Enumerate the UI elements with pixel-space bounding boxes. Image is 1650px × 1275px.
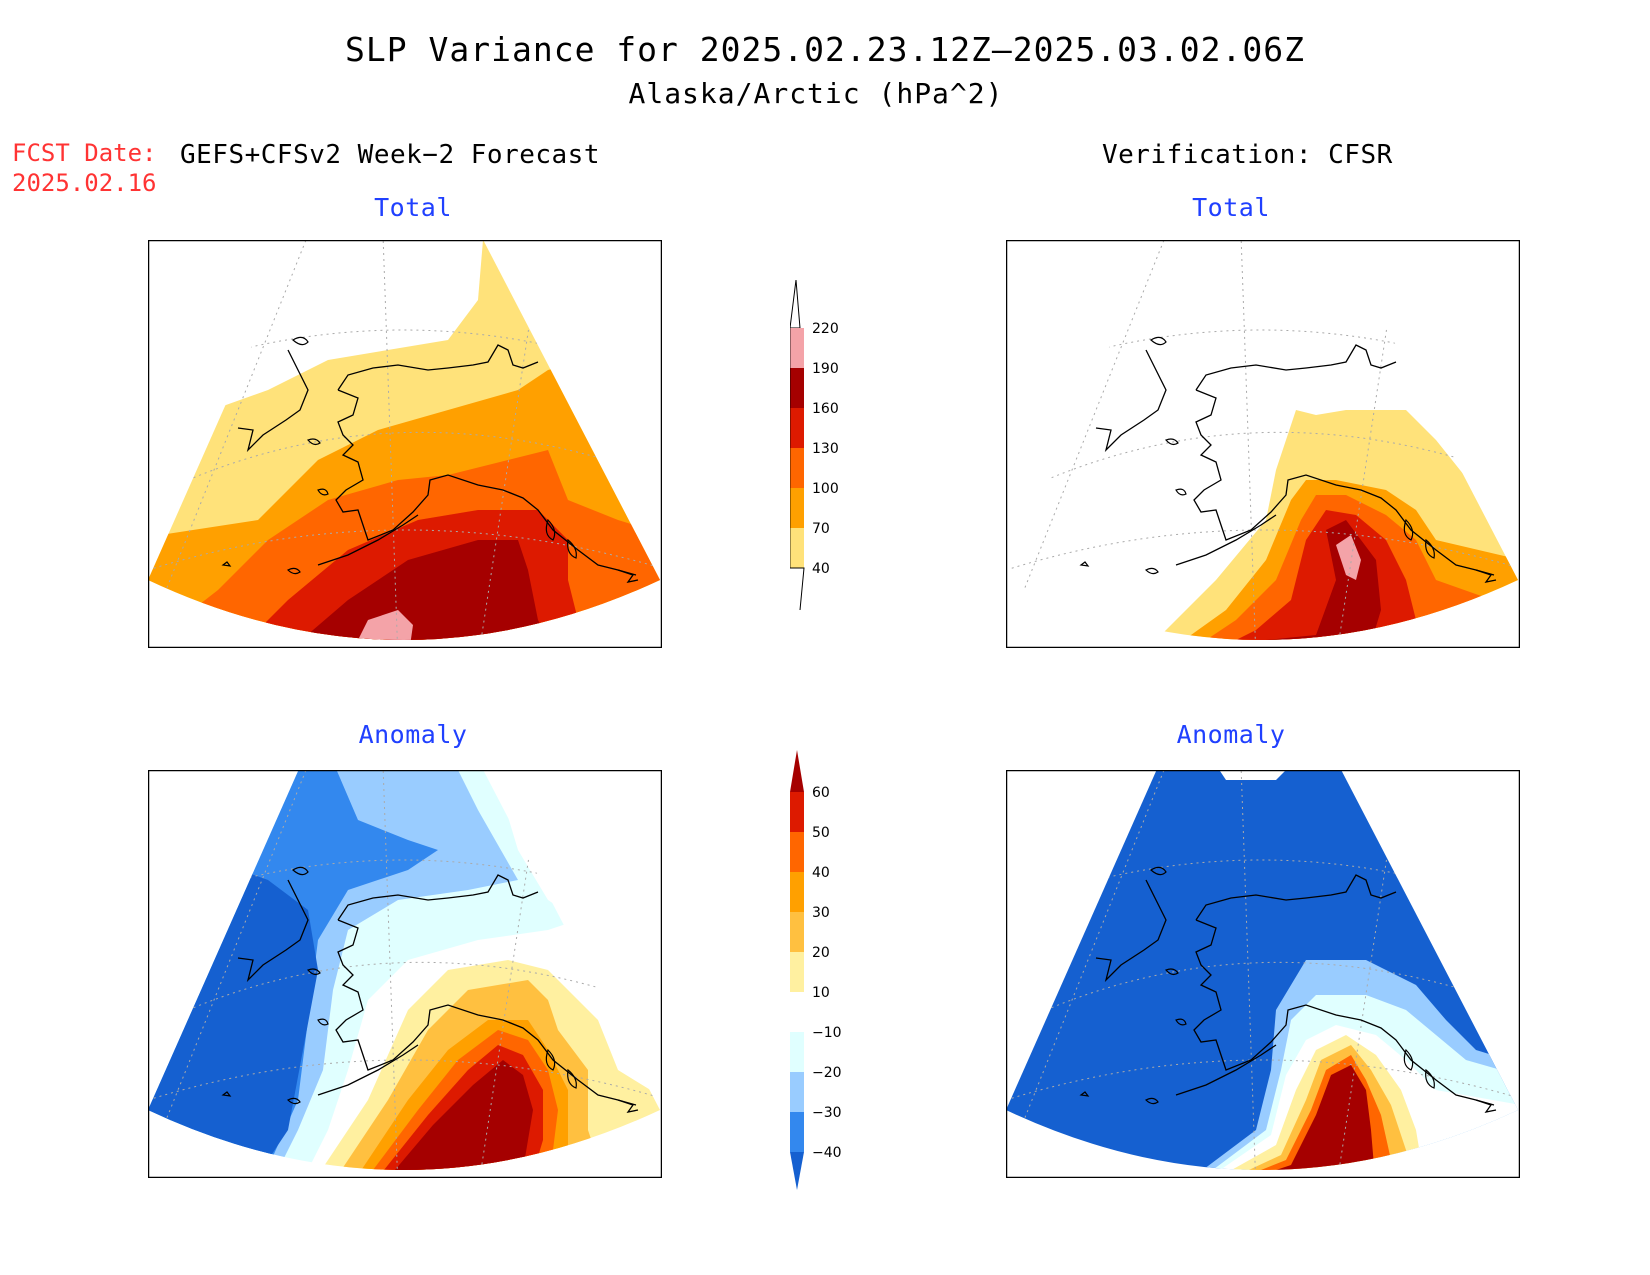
colorbar-label: 130 — [812, 441, 839, 457]
verification-anomaly-map — [1006, 770, 1520, 1178]
forecast-anomaly-title: Anomaly — [358, 720, 468, 749]
verification-total-title: Total — [1192, 193, 1270, 222]
colorbar-swatch — [790, 792, 804, 832]
colorbar-swatch — [790, 912, 804, 952]
colorbar-swatch — [790, 448, 804, 488]
colorbar-label: −10 — [812, 1025, 842, 1041]
figure-subtitle: Alaska/Arctic (hPa^2) — [628, 77, 1004, 110]
colorbar-label: 40 — [812, 561, 830, 577]
figure-title: SLP Variance for 2025.02.23.12Z—2025.03.… — [345, 30, 1305, 69]
anomaly-colorbar: 60 50 40 30 20 10 −10 −20 −30 −40 — [790, 750, 842, 1190]
colorbar-label: 10 — [812, 985, 830, 1001]
colorbar-label: 50 — [812, 825, 830, 841]
colorbar-label: −40 — [812, 1145, 842, 1161]
colorbar-label: 60 — [812, 785, 830, 801]
forecast-total-map — [148, 240, 662, 648]
colorbar-swatch — [790, 368, 804, 408]
fcst-date-label: FCST Date: — [12, 139, 157, 167]
colorbar-label: 100 — [812, 481, 839, 497]
colorbar-label: 190 — [812, 361, 839, 377]
colorbar-swatch — [790, 832, 804, 872]
colorbar-swatch — [790, 1032, 804, 1072]
colorbar-label: −20 — [812, 1065, 842, 1081]
colorbar-label: 70 — [812, 521, 830, 537]
colorbar-top-arrow — [790, 750, 804, 792]
colorbar-swatch — [790, 872, 804, 912]
colorbar-swatch — [790, 1112, 804, 1152]
colorbar-top-arrow — [790, 280, 801, 329]
forecast-anomaly-map — [148, 770, 662, 1178]
fcst-date-value: 2025.02.16 — [12, 169, 157, 197]
total-colorbar: 220 190 160 130 100 70 40 — [790, 280, 839, 610]
forecast-total-title: Total — [374, 193, 452, 222]
colorbar-label: 20 — [812, 945, 830, 961]
verification-anomaly-title: Anomaly — [1176, 720, 1286, 749]
colorbar-swatch — [790, 488, 804, 528]
colorbar-swatch — [790, 408, 804, 448]
colorbar-swatch — [790, 1072, 804, 1112]
forecast-column-header: GEFS+CFSv2 Week−2 Forecast — [180, 140, 600, 170]
verification-total-map — [1006, 240, 1520, 648]
colorbar-label: 40 — [812, 865, 830, 881]
colorbar-label: 30 — [812, 905, 830, 921]
colorbar-swatch — [790, 528, 804, 568]
fcst-date: FCST Date: 2025.02.16 — [12, 138, 157, 198]
verification-column-header: Verification: CFSR — [1102, 140, 1393, 170]
colorbar-swatch — [790, 992, 804, 1032]
colorbar-bottom-arrow — [790, 1152, 804, 1190]
colorbar-label: 220 — [812, 321, 839, 337]
colorbar-swatch — [790, 328, 804, 368]
colorbar-label: 160 — [812, 401, 839, 417]
colorbar-swatch — [790, 952, 804, 992]
colorbar-label: −30 — [812, 1105, 842, 1121]
